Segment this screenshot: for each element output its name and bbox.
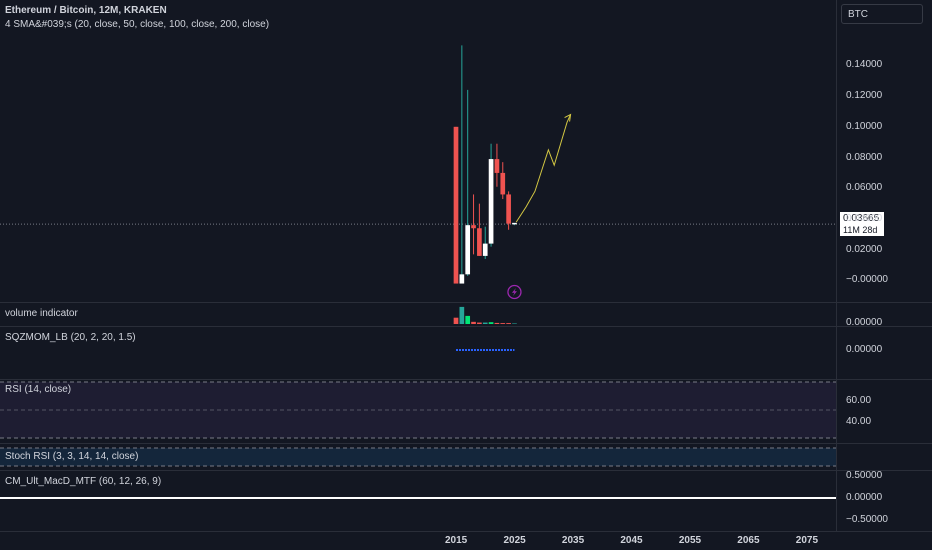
candle-body[interactable]	[488, 159, 494, 244]
volume-bar	[459, 306, 465, 324]
rsi-axis-tick-label: 40.00	[846, 416, 872, 427]
candle-body[interactable]	[471, 225, 476, 229]
rsi-indicator-label[interactable]: RSI (14, close)	[5, 384, 72, 395]
candle-body[interactable]	[494, 159, 500, 173]
time-axis-tick-label: 2025	[503, 535, 526, 546]
squeeze-indicator-label[interactable]: SQZMOM_LB (20, 2, 20, 1.5)	[5, 332, 136, 343]
squeeze-axis-tick-label: 0.00000	[846, 344, 883, 355]
sma-indicator-label[interactable]: 4 SMA&#039;s (20, close, 50, close, 100,…	[5, 19, 270, 30]
lightning-glyph	[511, 288, 517, 296]
volume-bar	[465, 315, 471, 324]
macd-axis-tick-label: 0.50000	[846, 470, 883, 481]
candle-body[interactable]	[500, 172, 506, 195]
price-axis-tick-label: 0.14000	[846, 59, 883, 71]
price-axis-tick-label: 0.10000	[846, 120, 883, 132]
macd-indicator-label[interactable]: CM_Ult_MacD_MTF (60, 12, 26, 9)	[5, 476, 162, 487]
candle-body[interactable]	[459, 274, 465, 284]
chart-title: Ethereum / Bitcoin, 12M, KRAKEN	[5, 5, 167, 16]
volume-bar	[506, 323, 511, 324]
price-axis-tick-label: 0.04000	[846, 213, 883, 225]
rsi-axis-tick-label: 60.00	[846, 395, 872, 406]
price-axis-tick-label: 0.12000	[846, 90, 883, 102]
time-axis-tick-label: 2015	[445, 535, 468, 546]
volume-bar	[494, 322, 500, 324]
price-axis-tick-label: −0.00000	[846, 274, 888, 286]
time-axis-tick-label: 2075	[795, 535, 819, 546]
macd-axis-tick-label: 0.00000	[846, 492, 883, 503]
volume-bar	[500, 323, 506, 324]
candle-body[interactable]	[453, 126, 459, 284]
candle-body[interactable]	[477, 228, 482, 256]
candle-body[interactable]	[512, 222, 517, 225]
lightning-icon[interactable]	[507, 284, 522, 300]
volume-bar	[477, 322, 482, 324]
projection-arrowhead	[564, 113, 572, 122]
candle-body[interactable]	[465, 225, 471, 275]
volume-bar	[471, 321, 476, 324]
volume-bar	[512, 323, 517, 324]
time-axis-tick-label: 2055	[678, 535, 702, 546]
volume-indicator-label[interactable]: volume indicator	[5, 308, 78, 319]
candle-body[interactable]	[506, 194, 511, 224]
projection-path[interactable]	[515, 114, 572, 223]
time-axis-tick-label: 2065	[737, 535, 760, 546]
candle-body[interactable]	[482, 243, 488, 256]
time-axis-tick-label: 2045	[620, 535, 643, 546]
time-axis-tick-label: 2035	[561, 535, 585, 546]
stoch-rsi-indicator-label[interactable]: Stoch RSI (3, 3, 14, 14, close)	[5, 451, 139, 462]
last-price-tag: 0.03665	[840, 212, 884, 226]
price-axis-tick-label: 0.02000	[846, 243, 883, 255]
currency-button[interactable]: BTC	[841, 4, 923, 24]
volume-bar	[482, 322, 488, 324]
stoch-band	[0, 448, 836, 466]
volume-bar	[488, 322, 494, 324]
price-axis-tick-label: 0.06000	[846, 182, 883, 194]
volume-bar	[453, 317, 459, 324]
bar-countdown: 11M 28d	[840, 225, 884, 236]
macd-axis-tick-label: −0.50000	[846, 514, 888, 525]
price-axis-tick-label: 0.08000	[846, 151, 883, 163]
volume-axis-tick-label: 0.00000	[846, 317, 883, 328]
